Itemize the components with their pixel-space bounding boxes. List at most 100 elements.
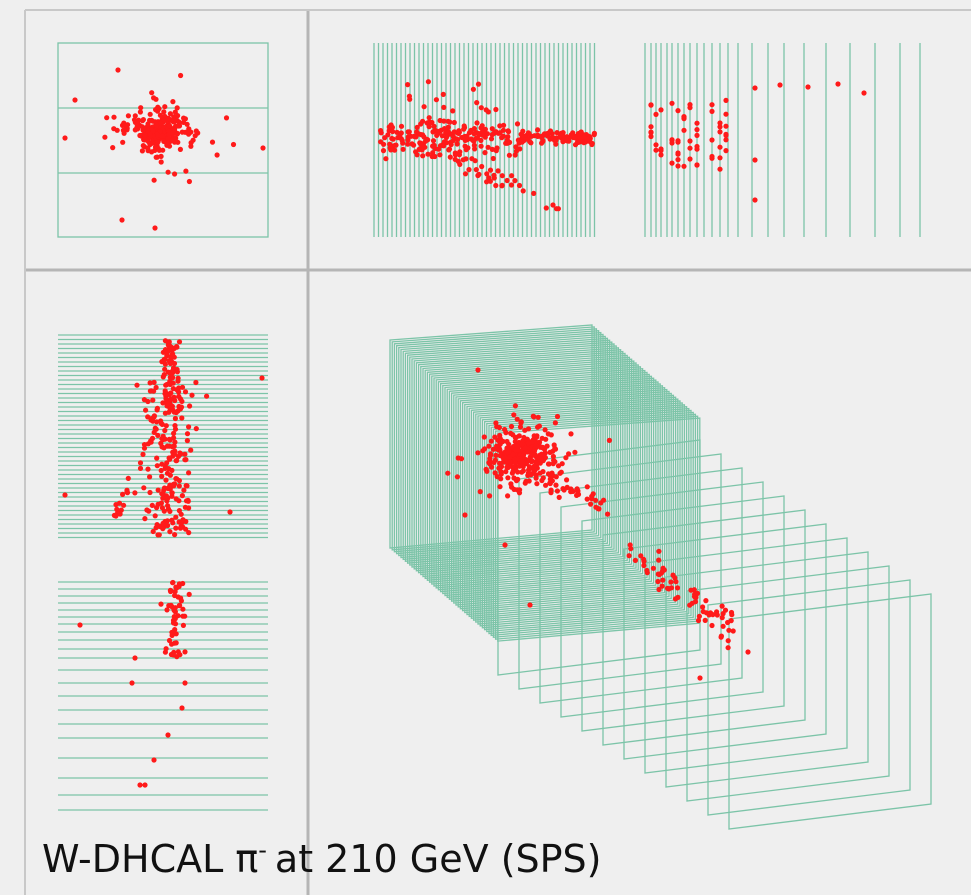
hit	[585, 136, 590, 141]
hit	[149, 90, 154, 95]
hit	[513, 403, 518, 408]
hit	[140, 452, 145, 457]
hit	[488, 451, 493, 456]
hit	[427, 115, 432, 120]
hit	[505, 137, 510, 142]
hit	[543, 483, 548, 488]
hit	[572, 450, 577, 455]
hit	[644, 568, 649, 573]
hit	[259, 375, 264, 380]
hit	[489, 439, 494, 444]
hit	[709, 154, 714, 159]
hit	[723, 608, 728, 613]
hit	[694, 133, 699, 138]
hit	[407, 94, 412, 99]
hit	[658, 146, 663, 151]
hit	[694, 127, 699, 132]
hit	[172, 440, 177, 445]
hit	[177, 603, 182, 608]
hit	[723, 148, 728, 153]
hit	[553, 420, 558, 425]
hit	[170, 99, 175, 104]
hit	[511, 452, 516, 457]
hit	[675, 108, 680, 113]
hit	[752, 157, 757, 162]
hit	[498, 436, 503, 441]
hit	[167, 406, 172, 411]
hit	[554, 135, 559, 140]
hit	[453, 152, 458, 157]
hit	[161, 374, 166, 379]
hit	[160, 526, 165, 531]
hit	[745, 649, 750, 654]
hit	[486, 460, 491, 465]
hit	[126, 476, 131, 481]
hit	[469, 136, 474, 141]
hit	[111, 126, 116, 131]
hit	[543, 437, 548, 442]
hit	[181, 488, 186, 493]
hit	[505, 493, 510, 498]
hit	[729, 612, 734, 617]
hit	[177, 652, 182, 657]
hit	[493, 107, 498, 112]
hit	[687, 603, 692, 608]
hit	[723, 124, 728, 129]
hit	[178, 526, 183, 531]
hit	[187, 403, 192, 408]
hit	[160, 422, 165, 427]
hit	[146, 441, 151, 446]
hit	[183, 527, 188, 532]
hit	[442, 126, 447, 131]
hit	[165, 350, 170, 355]
hit	[474, 100, 479, 105]
hit	[141, 485, 146, 490]
hit	[709, 102, 714, 107]
hit	[140, 127, 145, 132]
hit	[119, 217, 124, 222]
hit	[204, 394, 209, 399]
hit	[102, 135, 107, 140]
hit	[188, 144, 193, 149]
hit	[543, 427, 548, 432]
hit	[415, 152, 420, 157]
hit	[548, 128, 553, 133]
hit	[653, 112, 658, 117]
hit	[725, 620, 730, 625]
hit	[605, 511, 610, 516]
hit	[607, 438, 612, 443]
hit	[492, 175, 497, 180]
hit	[161, 139, 166, 144]
hit	[185, 438, 190, 443]
hit	[172, 452, 177, 457]
hit	[669, 101, 674, 106]
hit	[464, 134, 469, 139]
hit	[452, 120, 457, 125]
hit	[148, 112, 153, 117]
hit	[549, 432, 554, 437]
hit	[167, 437, 172, 442]
hit	[151, 757, 156, 762]
hit	[180, 130, 185, 135]
hit	[179, 399, 184, 404]
hit	[509, 182, 514, 187]
hit	[466, 167, 471, 172]
hit	[537, 471, 542, 476]
hit	[574, 493, 579, 498]
hit	[140, 118, 145, 123]
hit	[675, 152, 680, 157]
hit	[162, 367, 167, 372]
hit	[715, 612, 720, 617]
caption: W-DHCAL π-at 210 GeV (SPS)	[42, 836, 602, 881]
hit	[697, 675, 702, 680]
hit	[183, 169, 188, 174]
hit	[593, 505, 598, 510]
hit	[167, 483, 172, 488]
hit	[181, 116, 186, 121]
hit	[171, 607, 176, 612]
hit	[184, 483, 189, 488]
hit	[149, 141, 154, 146]
hit	[138, 466, 143, 471]
hit	[184, 130, 189, 135]
hit	[186, 499, 191, 504]
